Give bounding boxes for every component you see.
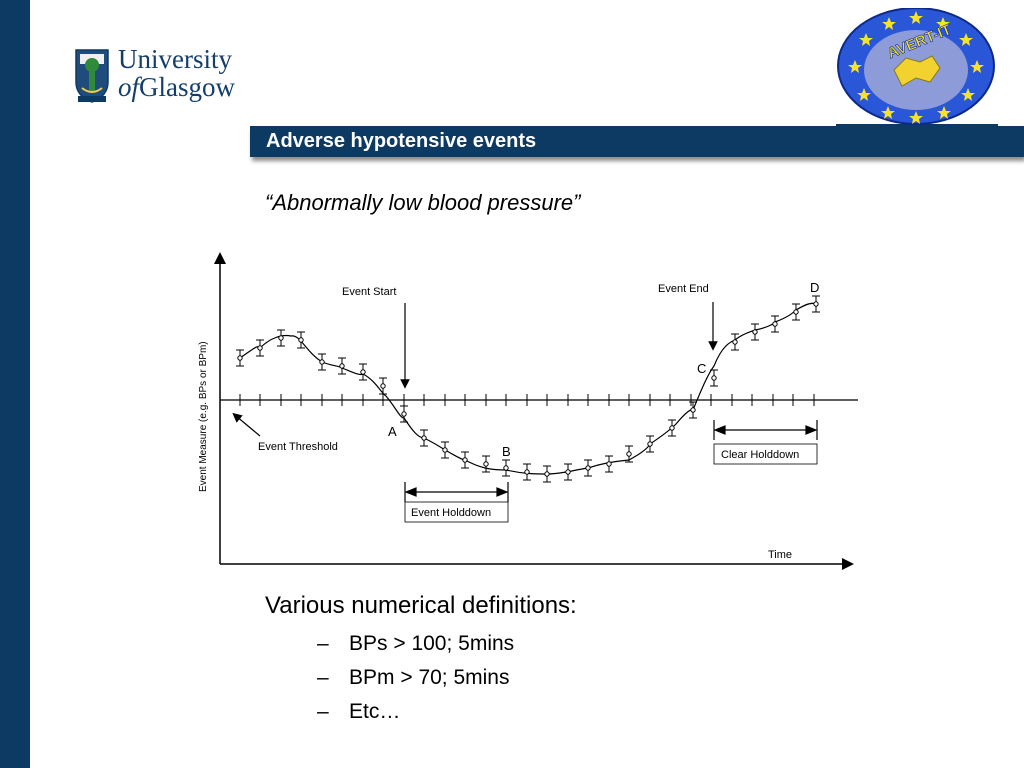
event-end-label: Event End: [658, 283, 709, 295]
slide-subtitle: “Abnormally low blood pressure”: [265, 190, 581, 215]
university-of-glasgow-logo: University ofGlasgow: [74, 44, 264, 108]
slide-title: Adverse hypotensive events: [266, 130, 537, 152]
clear-holddown-label: Clear Holddown: [721, 449, 799, 461]
threshold-ticks: [239, 394, 815, 406]
point-a-label: A: [388, 424, 397, 439]
point-b-label: B: [502, 444, 511, 459]
university-crest-icon: [75, 49, 109, 103]
definition-text: BPs > 100; 5mins: [349, 632, 515, 655]
avert-it-logo: AVERT-IT: [836, 8, 998, 128]
list-item: – Etc…: [317, 695, 514, 729]
dash-bullet-icon: –: [317, 666, 329, 689]
x-axis-label: Time: [768, 549, 792, 561]
definition-text: Etc…: [349, 700, 401, 723]
event-holddown-label: Event Holddown: [411, 507, 491, 519]
event-holddown-bracket: [404, 482, 509, 502]
hypotensive-event-diagram: Event Measure (e.g. BPs or BPm) Time: [198, 252, 858, 570]
event-start-label: Event Start: [342, 286, 396, 298]
list-item: – BPm > 70; 5mins: [317, 661, 514, 695]
list-item: – BPs > 100; 5mins: [317, 627, 514, 661]
measurement-points: [236, 295, 820, 483]
definitions-heading: Various numerical definitions:: [265, 592, 577, 619]
university-name-line1: University: [118, 44, 232, 74]
definition-text: BPm > 70; 5mins: [349, 666, 510, 689]
university-glasgow-word: Glasgow: [139, 72, 236, 102]
point-c-label: C: [697, 361, 706, 376]
left-accent-band: [0, 0, 30, 768]
university-name-line2: ofGlasgow: [118, 72, 235, 102]
slide-title-bar: Adverse hypotensive events: [250, 126, 1024, 157]
event-threshold-arrow: [232, 412, 261, 437]
definitions-list: – BPs > 100; 5mins – BPm > 70; 5mins – Etc…: [317, 627, 514, 729]
dash-bullet-icon: –: [317, 700, 329, 723]
clear-holddown-bracket: [713, 420, 818, 440]
dash-bullet-icon: –: [317, 632, 329, 655]
y-axis-label: Event Measure (e.g. BPs or BPm): [198, 341, 209, 492]
university-of-word: of: [118, 72, 140, 102]
event-threshold-label: Event Threshold: [258, 441, 338, 453]
point-d-label: D: [810, 280, 819, 295]
